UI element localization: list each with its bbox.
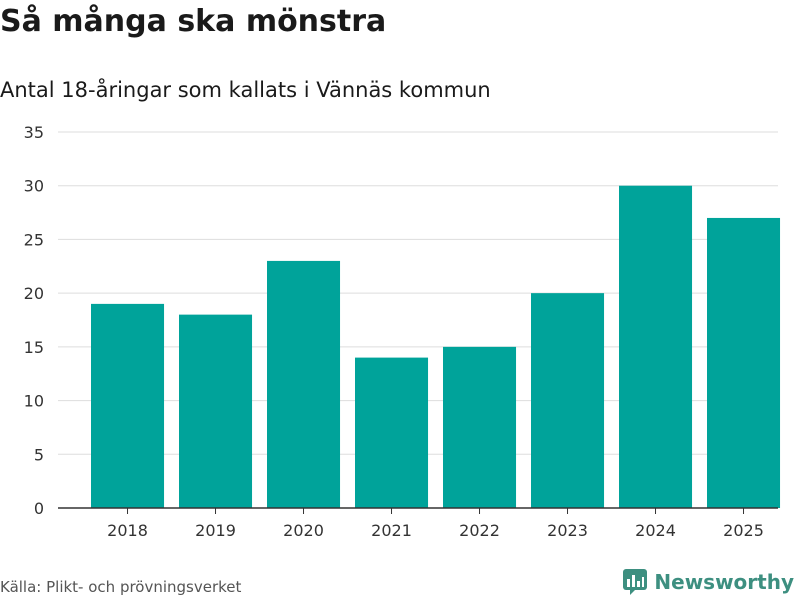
- bar-2018: [91, 303, 165, 508]
- x-tick-label-2025: 2025: [723, 521, 764, 540]
- bar-2021: [355, 357, 429, 508]
- brand-logo: Newsworthy: [622, 568, 794, 596]
- source-note: Källa: Plikt- och prövningsverket: [0, 578, 242, 596]
- bar-2022: [443, 346, 517, 508]
- y-tick-label-25: 25: [24, 230, 44, 249]
- x-tick-label-2019: 2019: [195, 521, 236, 540]
- x-tick-label-2021: 2021: [371, 521, 412, 540]
- y-tick-label-5: 5: [34, 445, 44, 464]
- bar-2024: [619, 185, 693, 508]
- y-axis-ticks: 0 5 10 15 20 25 30 35: [24, 123, 44, 518]
- x-tick-label-2023: 2023: [547, 521, 588, 540]
- y-tick-label-35: 35: [24, 123, 44, 142]
- x-tick-label-2020: 2020: [283, 521, 324, 540]
- chart-title: Så många ska mönstra: [0, 4, 387, 39]
- x-axis-ticks: 2018 2019 2020 2021 2022 2023 2024 2025: [107, 508, 764, 540]
- x-tick-label-2022: 2022: [459, 521, 500, 540]
- bars: [91, 185, 781, 508]
- y-tick-label-20: 20: [24, 284, 44, 303]
- bar-2019: [179, 314, 253, 508]
- y-tick-label-10: 10: [24, 392, 44, 411]
- bar-2025: [707, 217, 781, 508]
- bar-2023: [531, 293, 605, 508]
- chart-subtitle: Antal 18-åringar som kallats i Vännäs ko…: [0, 78, 491, 102]
- x-tick-label-2018: 2018: [107, 521, 148, 540]
- brand-name: Newsworthy: [654, 570, 794, 594]
- newsworthy-logo-icon: [623, 569, 648, 595]
- y-tick-label-15: 15: [24, 338, 44, 357]
- x-tick-label-2024: 2024: [635, 521, 676, 540]
- y-tick-label-0: 0: [34, 499, 44, 518]
- bar-2020: [267, 260, 341, 508]
- y-tick-label-30: 30: [24, 177, 44, 196]
